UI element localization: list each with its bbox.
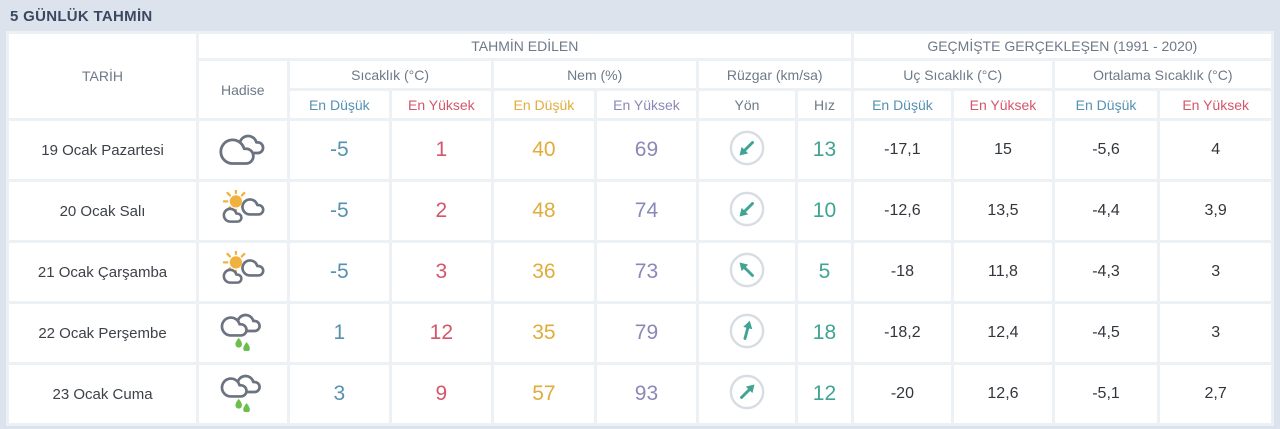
- wind-direction-icon: [727, 372, 767, 412]
- humidity-min-header: En Düşük: [493, 91, 595, 118]
- wind-direction-cell: [698, 121, 796, 179]
- extreme-max-cell: 11,8: [954, 243, 1052, 301]
- wind-direction-cell: [698, 243, 796, 301]
- extreme-max-cell: 15: [954, 121, 1052, 179]
- page-title: 5 GÜNLÜK TAHMİN: [10, 8, 153, 25]
- temp-max-header: En Yüksek: [392, 91, 491, 118]
- forecast-table: TARİH TAHMİN EDİLEN GEÇMİŞTE GERÇEKLEŞEN…: [6, 31, 1274, 426]
- condition-cell: [199, 304, 287, 362]
- temp-min-cell: -5: [289, 243, 390, 301]
- date-cell: 22 Ocak Perşembe: [9, 304, 197, 362]
- wind-speed-cell: 10: [798, 182, 851, 240]
- extreme-min-header: En Düşük: [853, 91, 952, 118]
- average-max-cell: 2,7: [1160, 365, 1271, 423]
- average-max-cell: 3: [1160, 304, 1271, 362]
- date-cell: 21 Ocak Çarşamba: [9, 243, 197, 301]
- average-min-header: En Düşük: [1054, 91, 1158, 118]
- average-min-cell: -4,5: [1054, 304, 1158, 362]
- mostly-cloudy-icon: [219, 131, 267, 165]
- wind-speed-cell: 5: [798, 243, 851, 301]
- temp-min-cell: 1: [289, 304, 390, 362]
- wind-direction-cell: [698, 182, 796, 240]
- wind-direction-header: Yön: [698, 91, 796, 118]
- humidity-min-cell: 35: [493, 304, 595, 362]
- humidity-min-cell: 40: [493, 121, 595, 179]
- extreme-temp-group-header: Uç Sıcaklık (°C): [853, 61, 1052, 88]
- average-min-cell: -5,6: [1054, 121, 1158, 179]
- condition-cell: [199, 182, 287, 240]
- date-cell: 19 Ocak Pazartesi: [9, 121, 197, 179]
- date-cell: 23 Ocak Cuma: [9, 365, 197, 423]
- wind-direction-cell: [698, 304, 796, 362]
- partly-sunny-icon: [218, 249, 268, 288]
- average-temp-group-header: Ortalama Sıcaklık (°C): [1054, 61, 1271, 88]
- rain-icon: [219, 372, 267, 413]
- average-min-cell: -5,1: [1054, 365, 1158, 423]
- rain-icon: [219, 311, 267, 352]
- wind-speed-cell: 12: [798, 365, 851, 423]
- extreme-max-cell: 13,5: [954, 182, 1052, 240]
- average-min-cell: -4,3: [1054, 243, 1158, 301]
- humidity-max-header: En Yüksek: [597, 91, 696, 118]
- wind-group-header: Rüzgar (km/sa): [698, 61, 851, 88]
- extreme-max-header: En Yüksek: [954, 91, 1052, 118]
- temp-min-cell: 3: [289, 365, 390, 423]
- wind-direction-icon: [727, 311, 767, 351]
- condition-cell: [199, 365, 287, 423]
- condition-column-header: Hadise: [199, 61, 287, 118]
- average-max-cell: 4: [1160, 121, 1271, 179]
- extreme-min-cell: -20: [853, 365, 952, 423]
- extreme-max-cell: 12,4: [954, 304, 1052, 362]
- forecast-table-container: TARİH TAHMİN EDİLEN GEÇMİŞTE GERÇEKLEŞEN…: [6, 31, 1274, 426]
- temp-min-cell: -5: [289, 121, 390, 179]
- forecast-group-header: TAHMİN EDİLEN: [199, 34, 851, 58]
- wind-direction-cell: [698, 365, 796, 423]
- table-row: 22 Ocak Perşembe 1 12 35 79 18 -18,2 12,4 -4,5 3: [9, 304, 1271, 362]
- wind-speed-header: Hız: [798, 91, 851, 118]
- humidity-min-cell: 48: [493, 182, 595, 240]
- temp-min-cell: -5: [289, 182, 390, 240]
- average-min-cell: -4,4: [1054, 182, 1158, 240]
- wind-direction-icon: [727, 250, 767, 290]
- temp-max-cell: 9: [392, 365, 491, 423]
- date-cell: 20 Ocak Salı: [9, 182, 197, 240]
- table-row: 23 Ocak Cuma 3 9 57 93 12 -20 12,6 -5,1 2,7: [9, 365, 1271, 423]
- humidity-min-cell: 57: [493, 365, 595, 423]
- extreme-min-cell: -12,6: [853, 182, 952, 240]
- wind-speed-cell: 18: [798, 304, 851, 362]
- temp-max-cell: 3: [392, 243, 491, 301]
- condition-cell: [199, 243, 287, 301]
- average-max-header: En Yüksek: [1160, 91, 1271, 118]
- humidity-max-cell: 73: [597, 243, 696, 301]
- average-max-cell: 3,9: [1160, 182, 1271, 240]
- average-max-cell: 3: [1160, 243, 1271, 301]
- humidity-min-cell: 36: [493, 243, 595, 301]
- humidity-max-cell: 93: [597, 365, 696, 423]
- extreme-min-cell: -17,1: [853, 121, 952, 179]
- temp-max-cell: 2: [392, 182, 491, 240]
- extreme-min-cell: -18,2: [853, 304, 952, 362]
- partly-sunny-icon: [218, 188, 268, 227]
- temperature-group-header: Sıcaklık (°C): [289, 61, 491, 88]
- temp-min-header: En Düşük: [289, 91, 390, 118]
- table-row: 21 Ocak Çarşamba -5 3 36 73 5 -18 11,8 -4,3 3: [9, 243, 1271, 301]
- historical-group-header: GEÇMİŞTE GERÇEKLEŞEN (1991 - 2020): [853, 34, 1271, 58]
- forecast-table-body: 19 Ocak Pazartesi -5 1 40 69 13 -17,1 15 -5,6 4 2…: [9, 121, 1271, 423]
- temp-max-cell: 12: [392, 304, 491, 362]
- wind-speed-cell: 13: [798, 121, 851, 179]
- table-row: 19 Ocak Pazartesi -5 1 40 69 13 -17,1 15 -5,6 4: [9, 121, 1271, 179]
- date-column-header: TARİH: [9, 34, 197, 118]
- extreme-min-cell: -18: [853, 243, 952, 301]
- table-row: 20 Ocak Salı -5 2 48 74 10 -12,6 13,5 -4,4 3,9: [9, 182, 1271, 240]
- humidity-max-cell: 69: [597, 121, 696, 179]
- wind-direction-icon: [727, 128, 767, 168]
- humidity-max-cell: 74: [597, 182, 696, 240]
- extreme-max-cell: 12,6: [954, 365, 1052, 423]
- temp-max-cell: 1: [392, 121, 491, 179]
- humidity-group-header: Nem (%): [493, 61, 696, 88]
- humidity-max-cell: 79: [597, 304, 696, 362]
- condition-cell: [199, 121, 287, 179]
- wind-direction-icon: [727, 189, 767, 229]
